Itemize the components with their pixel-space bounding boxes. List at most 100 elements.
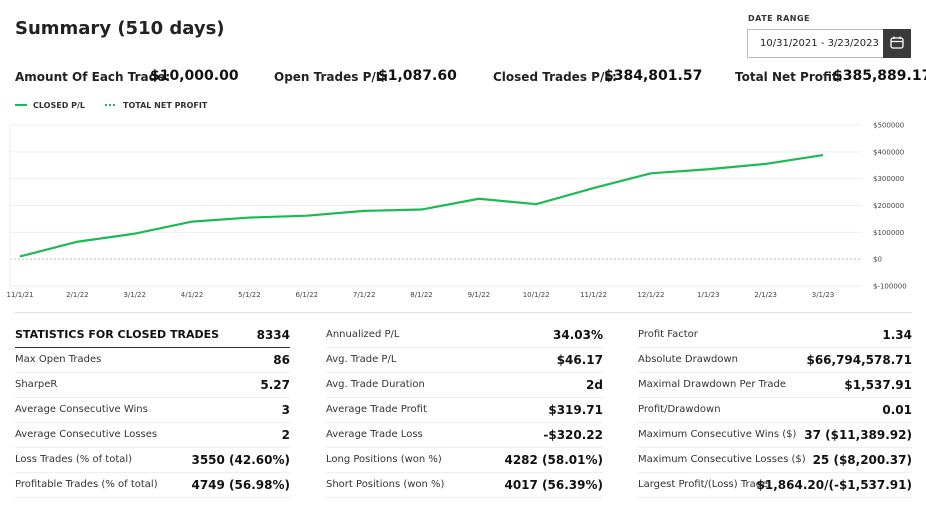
row-separator xyxy=(638,447,912,448)
stat-label: Average Trade Profit xyxy=(326,404,427,415)
x-tick-label: 5/1/22 xyxy=(238,291,261,299)
x-tick-label: 2/1/22 xyxy=(66,291,89,299)
row-separator xyxy=(15,472,290,473)
stat-value: 4282 (58.01%) xyxy=(504,453,603,467)
stat-label: STATISTICS FOR CLOSED TRADES xyxy=(15,328,220,341)
calendar-button[interactable] xyxy=(883,29,911,58)
stat-label: Profit/Drawdown xyxy=(638,404,721,415)
stat-value: 8334 xyxy=(256,328,290,342)
stat-label: Maximum Consecutive Wins ($) xyxy=(638,429,797,440)
stat-value: 86 xyxy=(273,353,290,367)
page-title: Summary (510 days) xyxy=(15,18,225,39)
row-separator xyxy=(15,447,290,448)
legend-label: CLOSED P/L xyxy=(33,101,85,110)
stat-value: 2 xyxy=(281,428,290,442)
stat-value: 37 ($11,389.92) xyxy=(804,428,912,442)
row-separator xyxy=(15,372,290,373)
y-tick-label: $200000 xyxy=(873,202,904,210)
stat-value: 34.03% xyxy=(553,328,603,342)
stat-value: $1,864.20/(-$1,537.91) xyxy=(756,478,912,492)
stat-value: 2d xyxy=(586,378,603,392)
stat-label: Avg. Trade Duration xyxy=(326,379,425,390)
stat-value: $319.71 xyxy=(548,403,603,417)
divider xyxy=(15,312,912,313)
summary-label: Total Net Profit: xyxy=(735,70,843,84)
x-tick-label: 11/1/21 xyxy=(7,291,34,299)
summary-label: Open Trades P/L: xyxy=(274,70,389,84)
x-tick-label: 6/1/22 xyxy=(296,291,319,299)
y-tick-label: $500000 xyxy=(873,122,904,130)
stat-label: Profitable Trades (% of total) xyxy=(15,479,158,490)
calendar-icon xyxy=(890,36,904,49)
stat-label: Average Consecutive Losses xyxy=(15,429,158,440)
stat-value: $46.17 xyxy=(556,353,603,367)
row-separator xyxy=(638,347,912,348)
x-tick-label: 11/1/22 xyxy=(580,291,607,299)
stat-value: 5.27 xyxy=(260,378,290,392)
stat-label: Profit Factor xyxy=(638,329,698,340)
stat-value: 3 xyxy=(281,403,290,417)
y-tick-label: $-100000 xyxy=(873,283,907,291)
date-range-label: DATE RANGE xyxy=(748,14,810,23)
row-separator xyxy=(638,397,912,398)
stat-label: Loss Trades (% of total) xyxy=(15,454,133,465)
summary-label: Amount Of Each Trade: xyxy=(15,70,171,84)
row-separator xyxy=(326,472,603,473)
stat-value: 1.34 xyxy=(882,328,912,342)
summary-value: $385,889.17 xyxy=(833,68,926,84)
chart: CLOSED P/L TOTAL NET PROFIT $-100000 $0 $100… xyxy=(7,101,907,299)
stat-label: Average Trade Loss xyxy=(326,429,423,440)
stat-value: 4749 (56.98%) xyxy=(191,478,290,492)
stat-value: -$320.22 xyxy=(543,428,603,442)
row-separator xyxy=(326,347,603,348)
x-tick-label: 10/1/22 xyxy=(523,291,550,299)
row-separator xyxy=(638,372,912,373)
stat-label: SharpeR xyxy=(15,379,58,390)
y-tick-label: $400000 xyxy=(873,148,904,156)
stat-label: Max Open Trades xyxy=(15,354,102,365)
row-separator xyxy=(638,497,912,498)
summary-value: $10,000.00 xyxy=(150,68,239,84)
row-separator xyxy=(15,422,290,423)
stat-label: Maximum Consecutive Losses ($) xyxy=(638,454,806,465)
series-line xyxy=(19,154,824,257)
row-separator xyxy=(326,422,603,423)
stat-value: 25 ($8,200.37) xyxy=(812,453,912,467)
x-tick-label: 1/1/23 xyxy=(697,291,720,299)
row-separator xyxy=(15,347,290,348)
row-separator xyxy=(326,497,603,498)
stat-label: Largest Profit/(Loss) Trade xyxy=(638,479,769,490)
date-range-value: 10/31/2021 - 3/23/2023 xyxy=(760,38,879,49)
stat-value: $1,537.91 xyxy=(844,378,912,392)
x-tick-label: 8/1/22 xyxy=(410,291,433,299)
x-tick-label: 4/1/22 xyxy=(181,291,204,299)
row-separator xyxy=(638,422,912,423)
stat-value: 3550 (42.60%) xyxy=(191,453,290,467)
stat-label: Long Positions (won %) xyxy=(326,454,442,465)
stat-value: 4017 (56.39%) xyxy=(504,478,603,492)
summary-value: $384,801.57 xyxy=(604,68,703,84)
summary-label: Closed Trades P/L: xyxy=(493,70,617,84)
x-tick-label: 3/1/22 xyxy=(123,291,146,299)
stat-label: Avg. Trade P/L xyxy=(326,354,397,365)
row-separator xyxy=(638,472,912,473)
x-tick-label: 9/1/22 xyxy=(468,291,491,299)
row-separator xyxy=(15,497,290,498)
row-separator xyxy=(326,397,603,398)
x-tick-label: 12/1/22 xyxy=(637,291,664,299)
legend-label: TOTAL NET PROFIT xyxy=(123,101,208,110)
y-tick-label: $300000 xyxy=(873,175,904,183)
row-separator xyxy=(326,372,603,373)
x-tick-label: 2/1/23 xyxy=(754,291,777,299)
summary-value: $1,087.60 xyxy=(378,68,457,84)
row-separator xyxy=(326,447,603,448)
stat-label: Maximal Drawdown Per Trade xyxy=(638,379,787,390)
stat-label: Average Consecutive Wins xyxy=(15,404,148,415)
stat-value: 0.01 xyxy=(882,403,912,417)
y-tick-label: $0 xyxy=(873,256,882,264)
stat-label: Short Positions (won %) xyxy=(326,479,445,490)
stat-label: Annualized P/L xyxy=(326,329,400,340)
y-tick-label: $100000 xyxy=(873,229,904,237)
stat-value: $66,794,578.71 xyxy=(806,353,912,367)
